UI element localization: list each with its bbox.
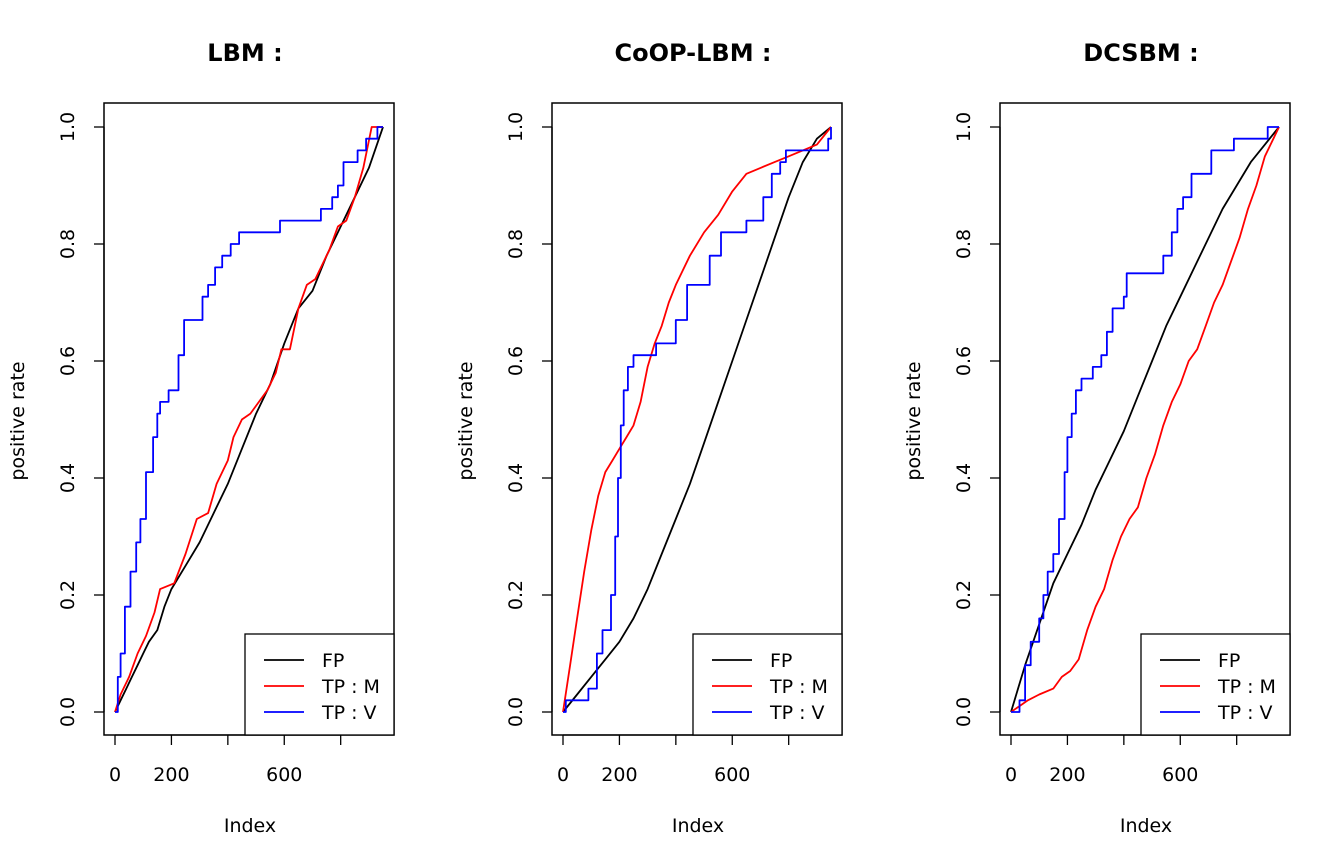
y-axis-label: positive rate	[7, 361, 29, 480]
legend-box	[1140, 633, 1291, 736]
x-tick-label: 0	[557, 764, 569, 786]
y-tick-label: 0.4	[953, 463, 975, 493]
x-tick-label: 0	[109, 764, 121, 786]
y-tick-label: 0.6	[953, 346, 975, 376]
legend-box	[244, 633, 395, 736]
legend-label-tp-v: TP : V	[321, 702, 377, 724]
legend-label-tp-m: TP : M	[769, 676, 828, 698]
x-axis-label: Index	[224, 815, 276, 837]
y-tick-label: 1.0	[953, 112, 975, 142]
x-tick-label: 600	[714, 764, 750, 786]
y-tick-label: 0.0	[505, 697, 527, 727]
panel-title: LBM :	[207, 39, 282, 67]
x-axis-label: Index	[672, 815, 724, 837]
x-tick-label: 200	[1049, 764, 1085, 786]
y-tick-label: 0.2	[953, 580, 975, 610]
panel-title: DCSBM :	[1083, 39, 1198, 67]
panel-3: DCSBM : 0 200 600 0.0 0.2 0.4 0.6 0.8 1.0 Index pos…	[903, 39, 1291, 837]
legend-label-fp: FP	[770, 650, 792, 672]
x-tick-label: 200	[601, 764, 637, 786]
y-tick-label: 0.6	[57, 346, 79, 376]
y-tick-label: 0.8	[57, 229, 79, 259]
panel-1: LBM : 0 200 600 0.0 0.2 0.4 0.6 0.8 1.0 Index posit…	[7, 39, 395, 837]
y-tick-label: 0.6	[505, 346, 527, 376]
series-line-tp-v	[1011, 126, 1279, 713]
series-line-tp-m	[562, 126, 832, 713]
legend-label-tp-v: TP : V	[1217, 702, 1273, 724]
series-line-tp-m	[114, 126, 383, 713]
y-tick-label: 0.2	[505, 580, 527, 610]
y-tick-label: 0.8	[953, 229, 975, 259]
series-line-tp-m	[1010, 126, 1280, 713]
x-tick-label: 600	[1162, 764, 1198, 786]
legend-label-fp: FP	[1218, 650, 1240, 672]
panel-title: CoOP-LBM :	[614, 39, 771, 67]
y-tick-label: 1.0	[57, 112, 79, 142]
panel-2: CoOP-LBM : 0 200 600 0.0 0.2 0.4 0.6 0.8 1.0 Index…	[455, 39, 843, 837]
series-line-tp-v	[563, 127, 832, 713]
y-tick-label: 0.0	[57, 697, 79, 727]
legend-label-tp-v: TP : V	[769, 702, 825, 724]
series-line-fp	[562, 126, 832, 713]
legend-label-fp: FP	[322, 650, 344, 672]
series-line-fp	[1010, 126, 1280, 713]
legend-box	[692, 633, 843, 736]
y-tick-label: 0.2	[57, 580, 79, 610]
x-tick-label: 0	[1005, 764, 1017, 786]
y-tick-label: 0.8	[505, 229, 527, 259]
y-axis-label: positive rate	[903, 361, 925, 480]
x-axis-label: Index	[1120, 815, 1172, 837]
series-line-fp	[114, 126, 384, 713]
legend-label-tp-m: TP : M	[321, 676, 380, 698]
y-tick-label: 0.0	[953, 697, 975, 727]
legend-label-tp-m: TP : M	[1217, 676, 1276, 698]
y-axis-label: positive rate	[455, 361, 477, 480]
x-tick-label: 600	[266, 764, 302, 786]
series-line-tp-v	[115, 126, 383, 713]
y-tick-label: 0.4	[57, 463, 79, 493]
x-tick-label: 200	[153, 764, 189, 786]
y-tick-label: 0.4	[505, 463, 527, 493]
y-tick-label: 1.0	[505, 112, 527, 142]
